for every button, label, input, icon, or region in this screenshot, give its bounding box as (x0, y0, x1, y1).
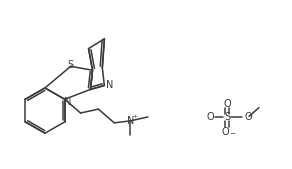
Text: O: O (244, 112, 252, 123)
Text: S: S (224, 112, 230, 123)
Text: O: O (223, 99, 231, 109)
Text: O: O (221, 127, 229, 137)
Text: O: O (206, 112, 214, 123)
Text: S: S (68, 60, 74, 70)
Text: N: N (127, 116, 135, 126)
Text: −: − (229, 131, 235, 137)
Text: N: N (106, 80, 113, 90)
Text: N: N (64, 97, 71, 107)
Text: +: + (132, 114, 138, 119)
